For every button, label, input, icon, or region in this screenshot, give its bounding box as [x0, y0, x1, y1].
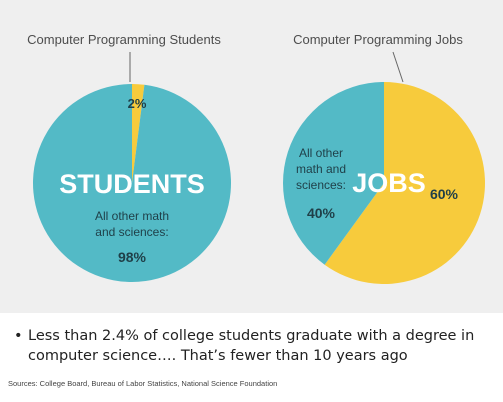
jobs-slices [283, 82, 485, 284]
jobs-cs-percent: 60% [430, 186, 459, 202]
pie-charts: Computer Programming Students 2% STUDENT… [27, 32, 485, 284]
students-slices [33, 84, 232, 282]
jobs-other-percent: 40% [307, 205, 336, 221]
students-other-label-line2: and sciences: [95, 225, 168, 239]
jobs-chart-title: Computer Programming Jobs [293, 32, 463, 47]
jobs-other-label-line2: math and [296, 162, 346, 176]
caption-bullet: • [14, 328, 23, 344]
students-other-percent: 98% [118, 249, 147, 265]
students-slice-0 [132, 84, 145, 183]
caption: • Less than 2.4% of college students gra… [14, 326, 496, 366]
students-other-label-line1: All other math [95, 209, 169, 223]
jobs-slice-1 [283, 82, 384, 265]
jobs-title-leader [392, 51, 404, 83]
caption-text: Less than 2.4% of college students gradu… [28, 328, 475, 364]
jobs-slice-0 [324, 82, 485, 284]
students-center-label: STUDENTS [59, 169, 205, 199]
jobs-other-label-line1: All other [299, 146, 343, 160]
jobs-other-label-line3: sciences: [296, 178, 346, 192]
jobs-center-label: JOBS [352, 168, 426, 198]
students-cs-percent: 2% [128, 96, 147, 111]
students-chart-title: Computer Programming Students [27, 32, 221, 47]
jobs-chart: Computer Programming Jobs JOBS 60% All o… [283, 32, 485, 284]
students-slice-1 [33, 84, 232, 282]
sources-note: Sources: College Board, Bureau of Labor … [8, 379, 278, 388]
students-chart: Computer Programming Students 2% STUDENT… [27, 32, 232, 282]
